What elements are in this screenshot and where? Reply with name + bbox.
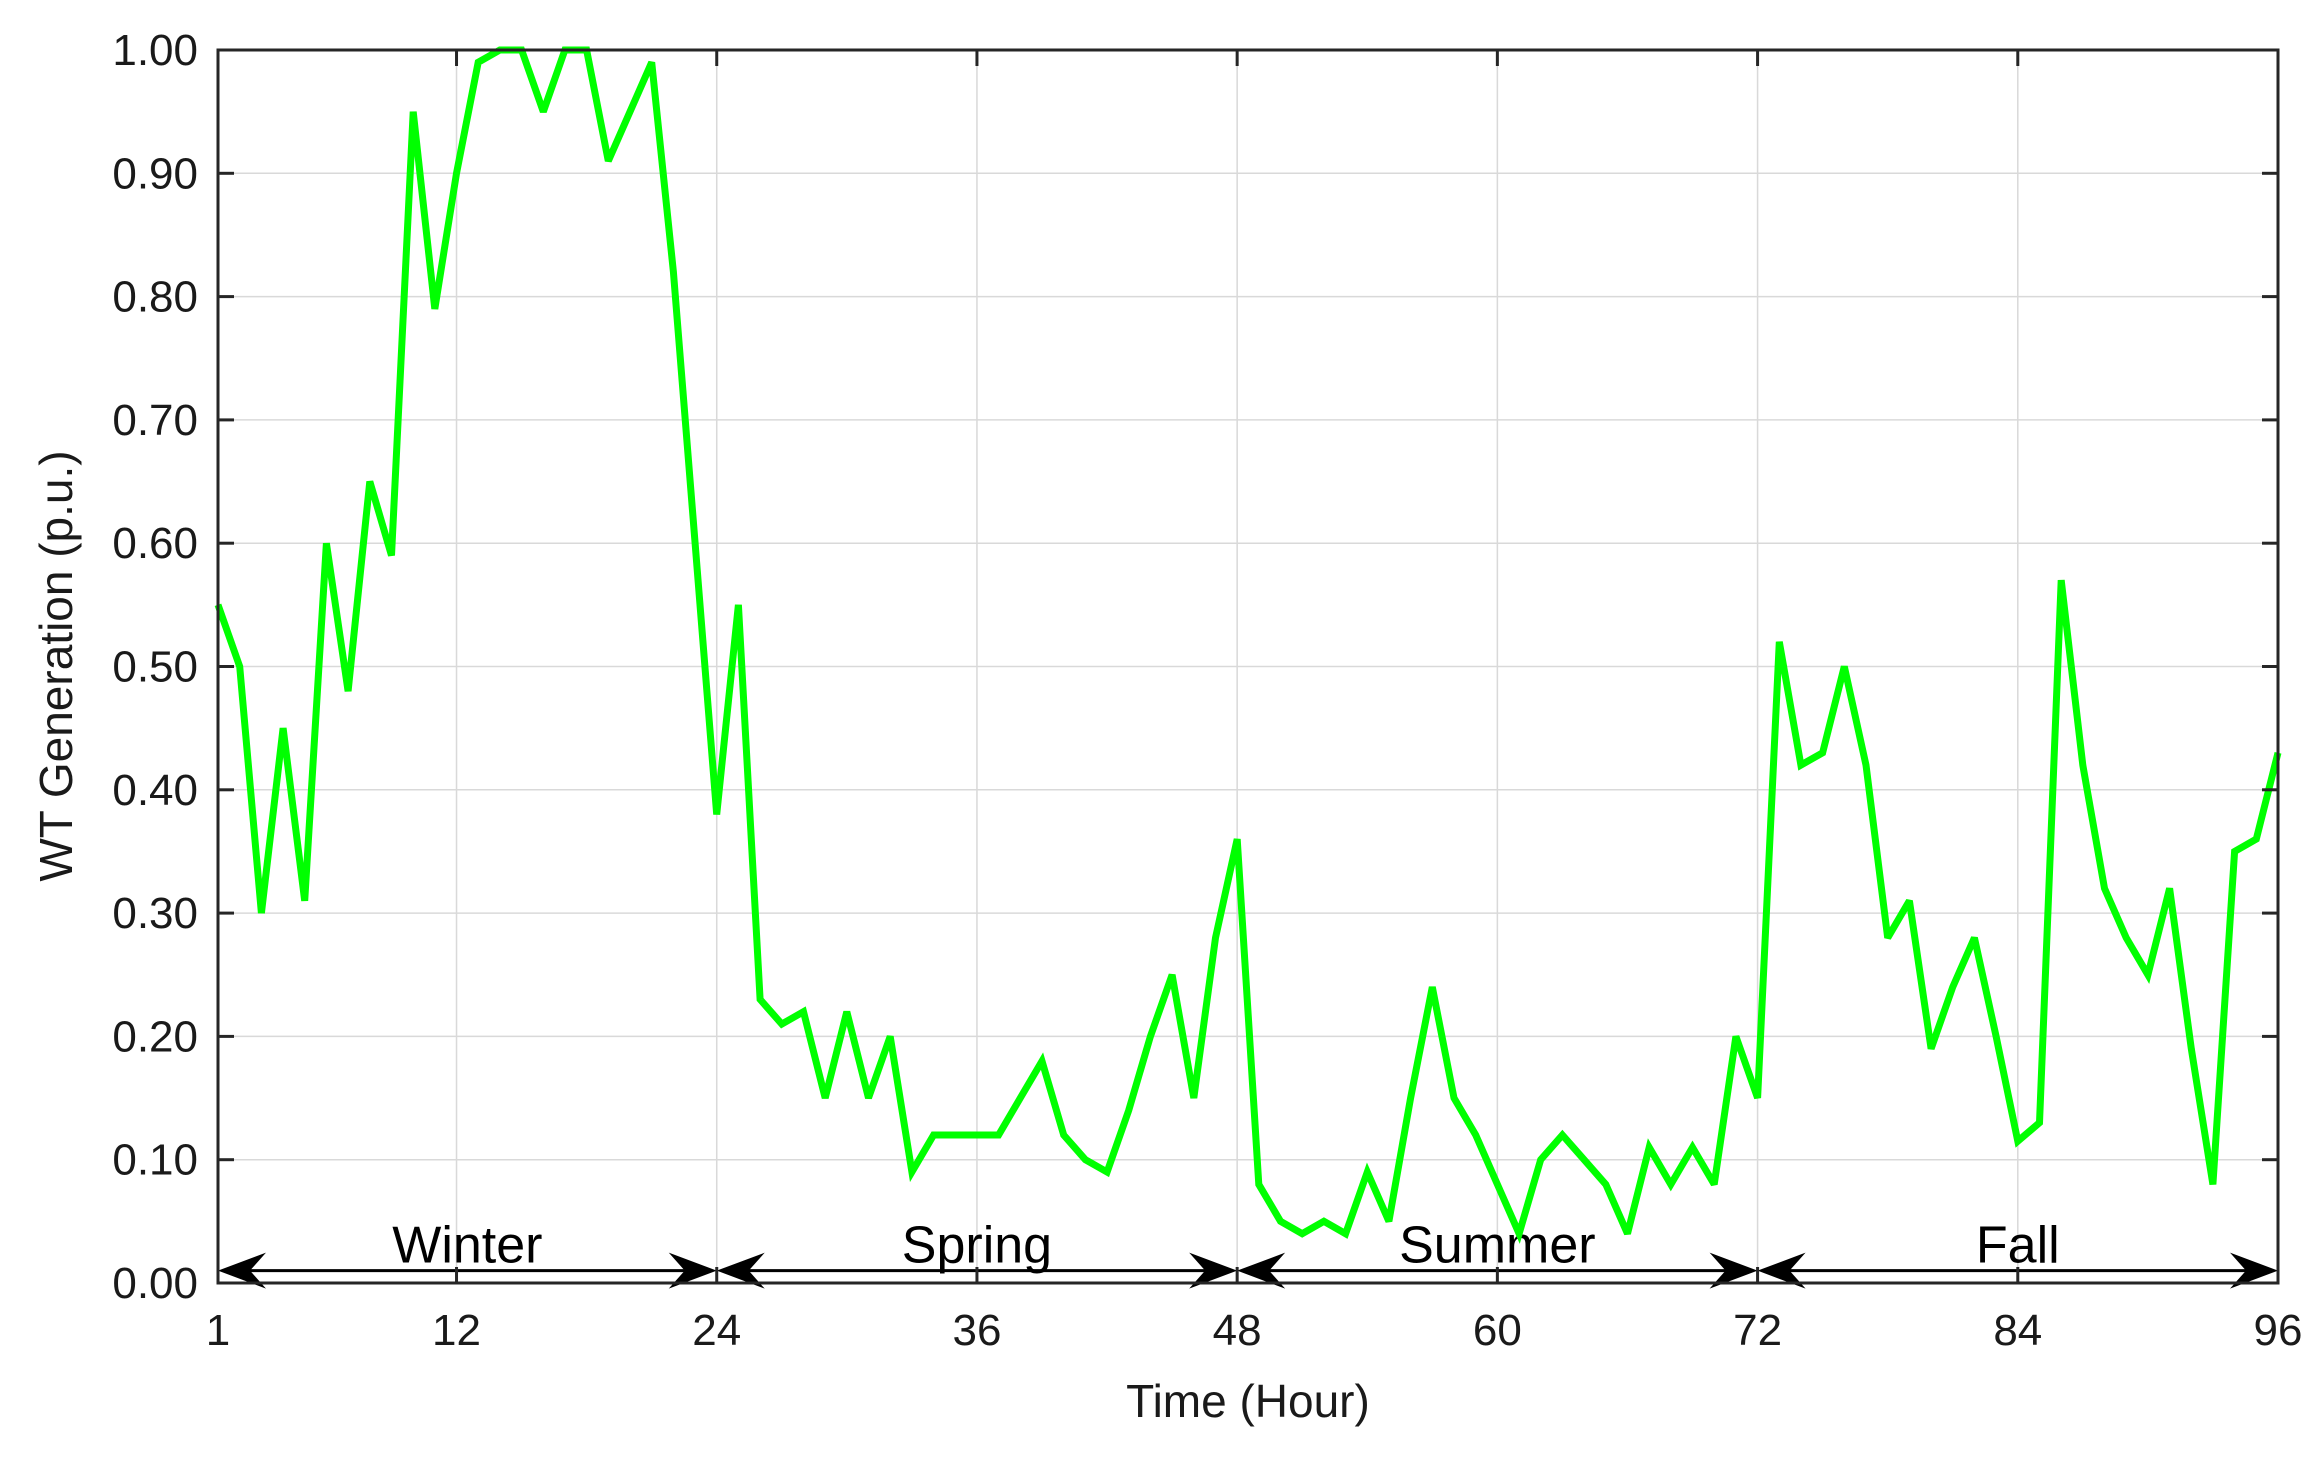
y-tick-label: 0.70 (112, 396, 198, 445)
season-arrow-head-right (1189, 1252, 1238, 1289)
y-tick-labels: 0.00 0.10 0.20 0.30 0.40 0.50 0.60 0.70 0.80 0.90… (112, 26, 198, 1308)
season-arrow-head-left (716, 1252, 765, 1289)
y-tick-label: 0.80 (112, 273, 198, 322)
y-tick-label: 0.10 (112, 1136, 198, 1185)
season-label: Winter (392, 1217, 542, 1275)
x-tick-label: 48 (1213, 1306, 1262, 1355)
x-tick-label: 1 (206, 1306, 230, 1355)
y-tick-label: 1.00 (112, 26, 198, 75)
season-arrow-head-right (668, 1252, 717, 1289)
y-tick-label: 0.60 (112, 519, 198, 568)
x-tick-label: 96 (2254, 1306, 2303, 1355)
y-tick-label: 0.50 (112, 643, 198, 692)
y-tick-label: 0.00 (112, 1259, 198, 1308)
season-label: Summer (1399, 1217, 1595, 1275)
x-tick-labels: 1 12 24 36 48 60 72 84 96 (206, 1306, 2303, 1355)
season-arrow-head-right (2230, 1252, 2278, 1289)
season-arrow-head-left (218, 1252, 266, 1289)
season-arrow-head-right (1709, 1252, 1758, 1289)
season-label: Spring (902, 1217, 1052, 1275)
y-tick-label: 0.30 (112, 889, 198, 938)
season-arrow-head-left (1757, 1252, 1806, 1289)
x-axis-label: Time (Hour) (1126, 1375, 1370, 1427)
x-tick-label: 72 (1733, 1306, 1782, 1355)
series-layer (214, 46, 2282, 1244)
x-tick-label: 12 (432, 1306, 481, 1355)
x-tick-label: 84 (1993, 1306, 2042, 1355)
axis-ticks (216, 48, 2280, 1285)
x-tick-label: 36 (952, 1306, 1001, 1355)
y-tick-label: 0.20 (112, 1012, 198, 1061)
y-axis-label: WT Generation (p.u.) (30, 450, 82, 881)
y-tick-label: 0.90 (112, 149, 198, 198)
x-tick-label: 24 (692, 1306, 741, 1355)
season-label: Fall (1976, 1217, 2060, 1275)
wt-generation-series-line (214, 46, 2282, 1244)
y-tick-label: 0.40 (112, 766, 198, 815)
x-tick-label: 60 (1473, 1306, 1522, 1355)
season-arrows: Winter Spring Summer Fall (218, 1217, 2278, 1289)
season-arrow-head-left (1237, 1252, 1286, 1289)
